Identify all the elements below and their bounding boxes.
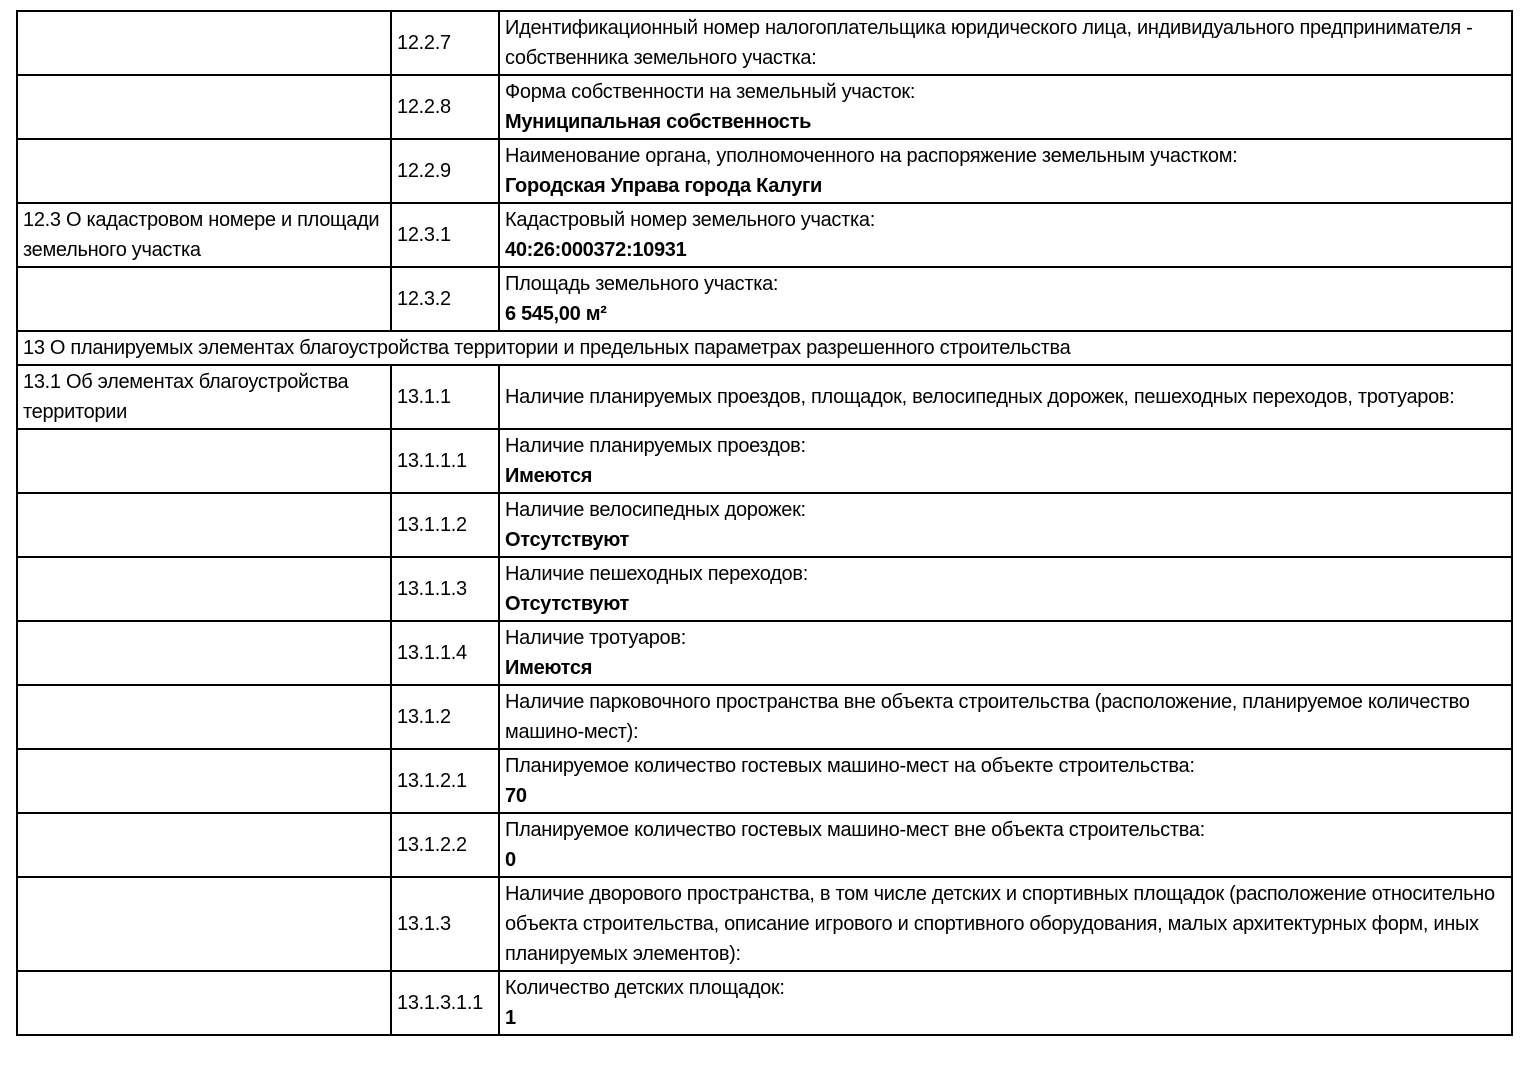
- field-value: Имеются: [505, 465, 593, 487]
- content-cell: Площадь земельного участка: 6 545,00 м²: [498, 266, 1513, 332]
- field-value: 1: [505, 1007, 516, 1029]
- field-value: Отсутствуют: [505, 593, 630, 615]
- section-cell: [16, 138, 392, 204]
- content-cell: Наличие дворового пространства, в том чи…: [498, 876, 1513, 972]
- field-value: Отсутствуют: [505, 529, 630, 551]
- content-cell: Кадастровый номер земельного участка: 40…: [498, 202, 1513, 268]
- field-value: Городская Управа города Калуги: [505, 175, 823, 197]
- item-number: 13.1.1.1: [390, 428, 500, 494]
- table-row: 13.1.1.2 Наличие велосипедных дорожек: О…: [16, 492, 1513, 558]
- table-row: 12.2.8 Форма собственности на земельный …: [16, 74, 1513, 140]
- field-value: 6 545,00 м²: [505, 303, 607, 325]
- table-row: 13.1.2.2 Планируемое количество гостевых…: [16, 812, 1513, 878]
- item-number: 12.2.7: [390, 10, 500, 76]
- item-number: 13.1.3.1.1: [390, 970, 500, 1036]
- section-cell: [16, 684, 392, 750]
- item-number: 12.2.9: [390, 138, 500, 204]
- item-number: 13.1.2: [390, 684, 500, 750]
- section-13-header-row: 13 О планируемых элементах благоустройст…: [16, 330, 1513, 366]
- field-label: Количество детских площадок:: [505, 977, 785, 999]
- field-label: Форма собственности на земельный участок…: [505, 81, 916, 103]
- table-row: 13.1.2.1 Планируемое количество гостевых…: [16, 748, 1513, 814]
- field-value: Имеются: [505, 657, 593, 679]
- table-row: 13.1 Об элементах благоустройства террит…: [16, 364, 1513, 430]
- content-cell: Наличие парковочного пространства вне об…: [498, 684, 1513, 750]
- content-cell: Наименование органа, уполномоченного на …: [498, 138, 1513, 204]
- section-cell: 13.1 Об элементах благоустройства террит…: [16, 364, 392, 430]
- section-cell: [16, 876, 392, 972]
- field-label: Идентификационный номер налогоплательщик…: [505, 17, 1473, 69]
- content-cell: Наличие планируемых проездов: Имеются: [498, 428, 1513, 494]
- section-cell: [16, 748, 392, 814]
- section-13-title: 13 О планируемых элементах благоустройст…: [16, 330, 1513, 366]
- content-cell: Планируемое количество гостевых машино-м…: [498, 812, 1513, 878]
- item-number: 13.1.2.2: [390, 812, 500, 878]
- section-cell: [16, 620, 392, 686]
- content-cell: Планируемое количество гостевых машино-м…: [498, 748, 1513, 814]
- content-cell: Наличие велосипедных дорожек: Отсутствую…: [498, 492, 1513, 558]
- section-cell: [16, 492, 392, 558]
- table-row: 12.2.7 Идентификационный номер налогопла…: [16, 10, 1513, 76]
- section-cell: [16, 74, 392, 140]
- section-cell: [16, 428, 392, 494]
- table-row: 12.2.9 Наименование органа, уполномоченн…: [16, 138, 1513, 204]
- project-declaration-table: 12.2.7 Идентификационный номер налогопла…: [16, 10, 1513, 1036]
- field-label: Планируемое количество гостевых машино-м…: [505, 755, 1195, 777]
- section-cell: [16, 10, 392, 76]
- section-cell: [16, 556, 392, 622]
- section-cell: 12.3 О кадастровом номере и площади земе…: [16, 202, 392, 268]
- table-row: 13.1.3.1.1 Количество детских площадок: …: [16, 970, 1513, 1036]
- field-label: Наличие дворового пространства, в том чи…: [505, 883, 1495, 965]
- field-label: Наличие парковочного пространства вне об…: [505, 691, 1470, 743]
- item-number: 12.2.8: [390, 74, 500, 140]
- field-label: Наличие планируемых проездов, площадок, …: [505, 386, 1455, 408]
- section-cell: [16, 812, 392, 878]
- item-number: 13.1.1.2: [390, 492, 500, 558]
- field-label: Наличие велосипедных дорожек:: [505, 499, 806, 521]
- table-row: 12.3 О кадастровом номере и площади земе…: [16, 202, 1513, 268]
- item-number: 13.1.2.1: [390, 748, 500, 814]
- item-number: 12.3.2: [390, 266, 500, 332]
- table-row: 13.1.1.4 Наличие тротуаров: Имеются: [16, 620, 1513, 686]
- field-value: 70: [505, 785, 527, 807]
- field-label: Наличие планируемых проездов:: [505, 435, 806, 457]
- field-label: Наличие пешеходных переходов:: [505, 563, 808, 585]
- field-label: Наименование органа, уполномоченного на …: [505, 145, 1238, 167]
- field-label: Площадь земельного участка:: [505, 273, 779, 295]
- item-number: 13.1.1.3: [390, 556, 500, 622]
- table-row: 13.1.2 Наличие парковочного пространства…: [16, 684, 1513, 750]
- item-number: 12.3.1: [390, 202, 500, 268]
- field-label: Планируемое количество гостевых машино-м…: [505, 819, 1205, 841]
- item-number: 13.1.1.4: [390, 620, 500, 686]
- item-number: 13.1.3: [390, 876, 500, 972]
- field-value: Муниципальная собственность: [505, 111, 812, 133]
- section-cell: [16, 266, 392, 332]
- content-cell: Наличие тротуаров: Имеются: [498, 620, 1513, 686]
- field-value: 0: [505, 849, 516, 871]
- table-row: 12.3.2 Площадь земельного участка: 6 545…: [16, 266, 1513, 332]
- table-row: 13.1.3 Наличие дворового пространства, в…: [16, 876, 1513, 972]
- item-number: 13.1.1: [390, 364, 500, 430]
- section-cell: [16, 970, 392, 1036]
- table-row: 13.1.1.3 Наличие пешеходных переходов: О…: [16, 556, 1513, 622]
- table-row: 13.1.1.1 Наличие планируемых проездов: И…: [16, 428, 1513, 494]
- content-cell: Наличие планируемых проездов, площадок, …: [498, 364, 1513, 430]
- field-label: Кадастровый номер земельного участка:: [505, 209, 875, 231]
- content-cell: Наличие пешеходных переходов: Отсутствую…: [498, 556, 1513, 622]
- field-value: 40:26:000372:10931: [505, 239, 687, 261]
- content-cell: Количество детских площадок: 1: [498, 970, 1513, 1036]
- content-cell: Идентификационный номер налогоплательщик…: [498, 10, 1513, 76]
- field-label: Наличие тротуаров:: [505, 627, 686, 649]
- content-cell: Форма собственности на земельный участок…: [498, 74, 1513, 140]
